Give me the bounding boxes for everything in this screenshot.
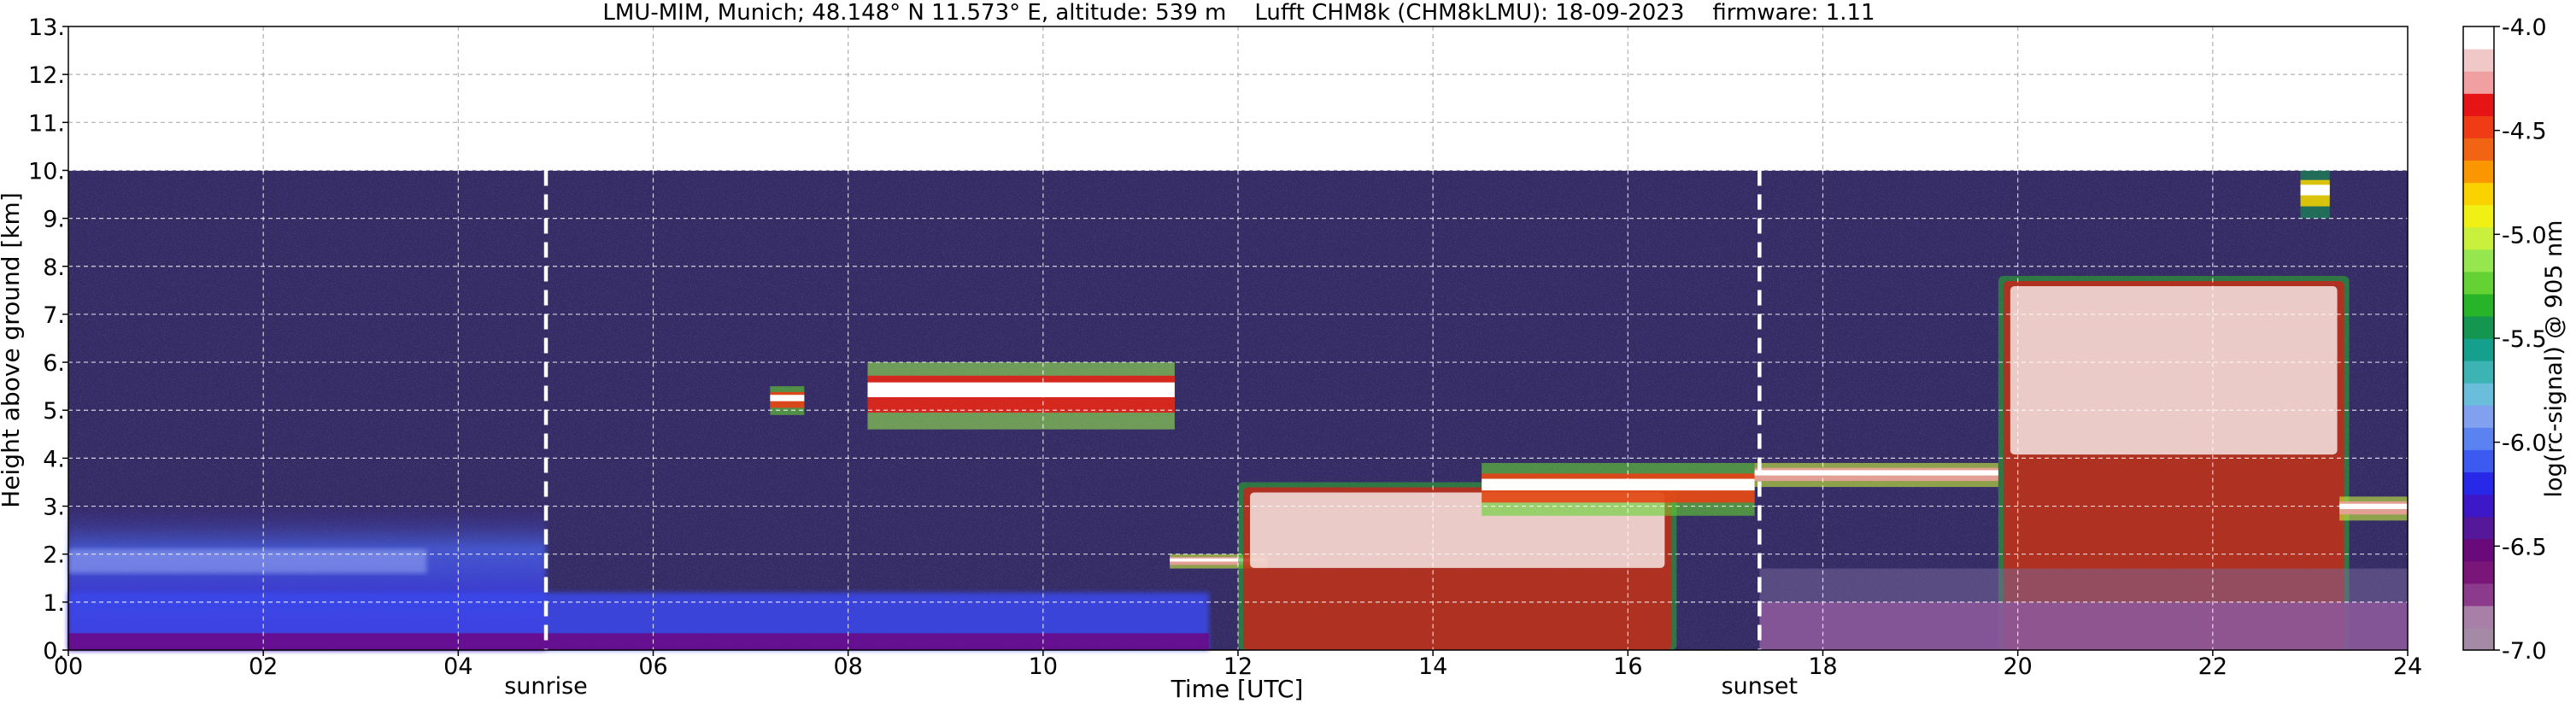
colorbar-segment [2463,204,2494,228]
colorbar-segment [2463,360,2494,384]
colorbar-tick-label: -5.0 [2502,222,2547,249]
x-tick-label: 04 [443,653,472,680]
colorbar-segment [2463,293,2494,317]
sun-markers: sunrise sunset [504,170,1798,700]
x-tick-label: 10 [1029,653,1058,680]
colorbar-tick-label: -6.0 [2502,431,2547,457]
colorbar-segment [2463,182,2494,206]
y-tick-label: 0. [43,638,65,665]
cloud-peak [2010,286,2338,455]
sunset-label: sunset [1722,673,1799,700]
colorbar-segment [2463,383,2494,406]
y-tick-label: 5. [43,398,65,425]
colorbar-segment [2463,160,2494,184]
x-tick-label: 00 [54,653,83,680]
y-tick-label: 11. [28,110,65,137]
colorbar-segment [2463,427,2494,450]
y-tick-label: 7. [43,302,65,329]
x-tick-label: 14 [1418,653,1447,680]
colorbar-segment [2463,26,2494,50]
y-tick-label: 8. [43,255,65,281]
x-tick-label: 18 [1808,653,1837,680]
feature-cloud-layer [867,362,1175,430]
y-tick-label: 3. [43,495,65,521]
x-tick-label: 02 [249,653,278,680]
x-axis-label: Time [UTC] [1171,675,1304,703]
layer-peak [770,395,805,401]
aerosol-highlight [68,549,427,574]
signal-features [68,170,2408,650]
colorbar-tick-label: -5.5 [2502,326,2547,353]
x-tick-label: 06 [638,653,667,680]
colorbar-segment [2463,516,2494,540]
y-tick-label: 9. [43,207,65,233]
colorbar-segment [2463,494,2494,518]
feature-nocturnal-layer [1759,568,2408,650]
colorbar-segment [2463,49,2494,72]
y-axis-label: Height above ground [km] [0,192,25,508]
colorbar-segment [2463,583,2494,606]
colorbar-segment [2463,605,2494,629]
colorbar-segment [2463,315,2494,339]
y-tick-label: 12. [28,62,65,89]
layer-peak [1482,478,1755,491]
colorbar-segment [2463,405,2494,428]
feature-cloud-layer [2339,496,2408,521]
colorbar-segment [2463,93,2494,116]
y-tick-label: 6. [43,350,65,377]
axes: 00 02 04 06 08 10 12 14 16 18 20 22 24 0. 1. 2. 3. 4. 5. 6.… [28,15,2422,680]
feature-cloud-layer [1482,463,1755,516]
colorbar-segment [2463,338,2494,361]
colorbar-segment [2463,226,2494,250]
x-tick-label: 20 [2003,653,2032,680]
colorbar-segment [2463,71,2494,94]
feature-convective-cloud [1238,482,1677,650]
colorbar-segment [2463,271,2494,295]
colorbar-segment [2463,138,2494,161]
colorbar: -4.0 -4.5 -5.0 -5.5 -6.0 -6.5 -7.0 [2462,15,2547,665]
colorbar-segment [2463,472,2494,495]
feature-boundary-layer [68,592,1209,650]
colorbar-tick-label: -7.0 [2502,638,2547,665]
layer-peak [2339,503,2408,509]
colorbar-tick-label: -4.5 [2502,119,2547,145]
x-tick-label: 24 [2393,653,2422,680]
colorbar-segment [2463,627,2494,651]
boundary-base [68,633,1209,650]
y-tick-label: 1. [43,590,65,617]
y-tick-label: 2. [43,542,65,569]
layer-peak [2300,185,2330,196]
colorbar-tick-label: -4.0 [2502,15,2547,41]
feature-cloud-layer [1754,463,1998,488]
colorbar-segment [2463,538,2494,562]
nocturnal-band [1759,601,2408,650]
y-tick-label: 10. [28,158,65,185]
x-tick-label: 12 [1223,653,1253,680]
colorbar-label: log(rc-signal) @ 905 nm [2541,220,2567,498]
colorbar-segment [2463,449,2494,473]
layer-peak [1170,558,1268,562]
x-tick-label: 08 [833,653,862,680]
colorbar-segment [2463,249,2494,272]
colorbar-tick-label: -6.5 [2502,534,2547,560]
y-tick-label: 13. [28,15,65,41]
layer-peak [867,382,1175,397]
nocturnal-haze [1759,568,2408,602]
colorbar-segment [2463,560,2494,584]
feature-cirrus [2300,170,2330,219]
grid [68,26,2408,650]
feature-convective-cloud [1998,276,2350,650]
x-tick-label: 16 [1613,653,1642,680]
colorbar-segment [2463,115,2494,138]
sunrise-label: sunrise [504,673,588,700]
x-tick-label: 22 [2198,653,2227,680]
y-tick-label: 4. [43,446,65,472]
chart-title: LMU-MIM, Munich; 48.148° N 11.573° E, al… [602,0,1875,26]
layer-peak [1754,470,1998,476]
